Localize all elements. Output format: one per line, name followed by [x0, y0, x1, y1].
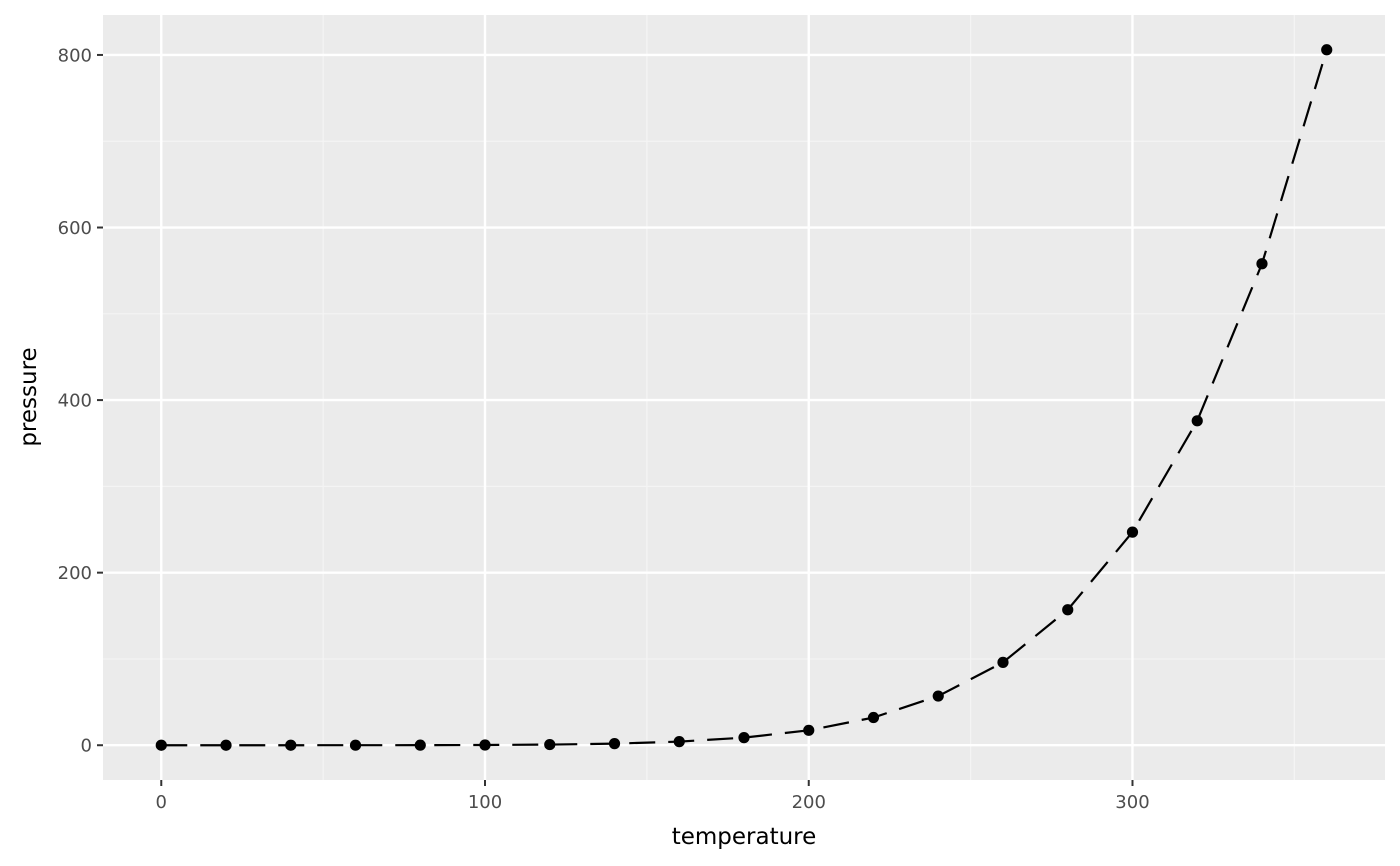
series-points-group	[155, 44, 1333, 751]
data-point	[803, 724, 815, 736]
data-point	[608, 738, 621, 750]
axis-ticks	[97, 53, 1134, 786]
data-point	[1191, 415, 1203, 427]
data-point	[867, 711, 880, 724]
data-point	[1256, 258, 1268, 270]
minor-gridlines	[103, 15, 1385, 780]
y-tick-label: 400	[58, 391, 92, 412]
tick-labels: 0 100 200 300 0 200 400 600 800	[58, 45, 1150, 813]
data-point	[1126, 526, 1139, 538]
data-point	[1321, 44, 1333, 56]
y-tick-label: 600	[58, 218, 92, 239]
data-point	[932, 690, 944, 702]
data-point	[285, 739, 297, 751]
data-point	[544, 738, 556, 751]
data-point	[997, 656, 1009, 668]
x-tick-label: 100	[468, 792, 502, 813]
data-point	[1062, 604, 1074, 616]
y-tick-label: 200	[58, 563, 92, 584]
y-axis-title: pressure	[16, 347, 42, 446]
data-point	[673, 736, 685, 748]
panel-background	[103, 15, 1385, 780]
y-tick-label: 800	[58, 45, 92, 66]
data-point	[414, 739, 426, 751]
major-gridlines	[103, 15, 1385, 780]
x-tick-label: 0	[156, 792, 167, 813]
data-point	[155, 739, 167, 751]
data-point	[220, 739, 232, 751]
data-point	[349, 739, 362, 751]
x-axis-title: temperature	[672, 824, 817, 850]
x-tick-label: 300	[1115, 792, 1149, 813]
x-tick-label: 200	[792, 792, 826, 813]
y-tick-label: 0	[81, 736, 92, 757]
data-point	[738, 732, 750, 744]
data-point	[479, 739, 491, 751]
